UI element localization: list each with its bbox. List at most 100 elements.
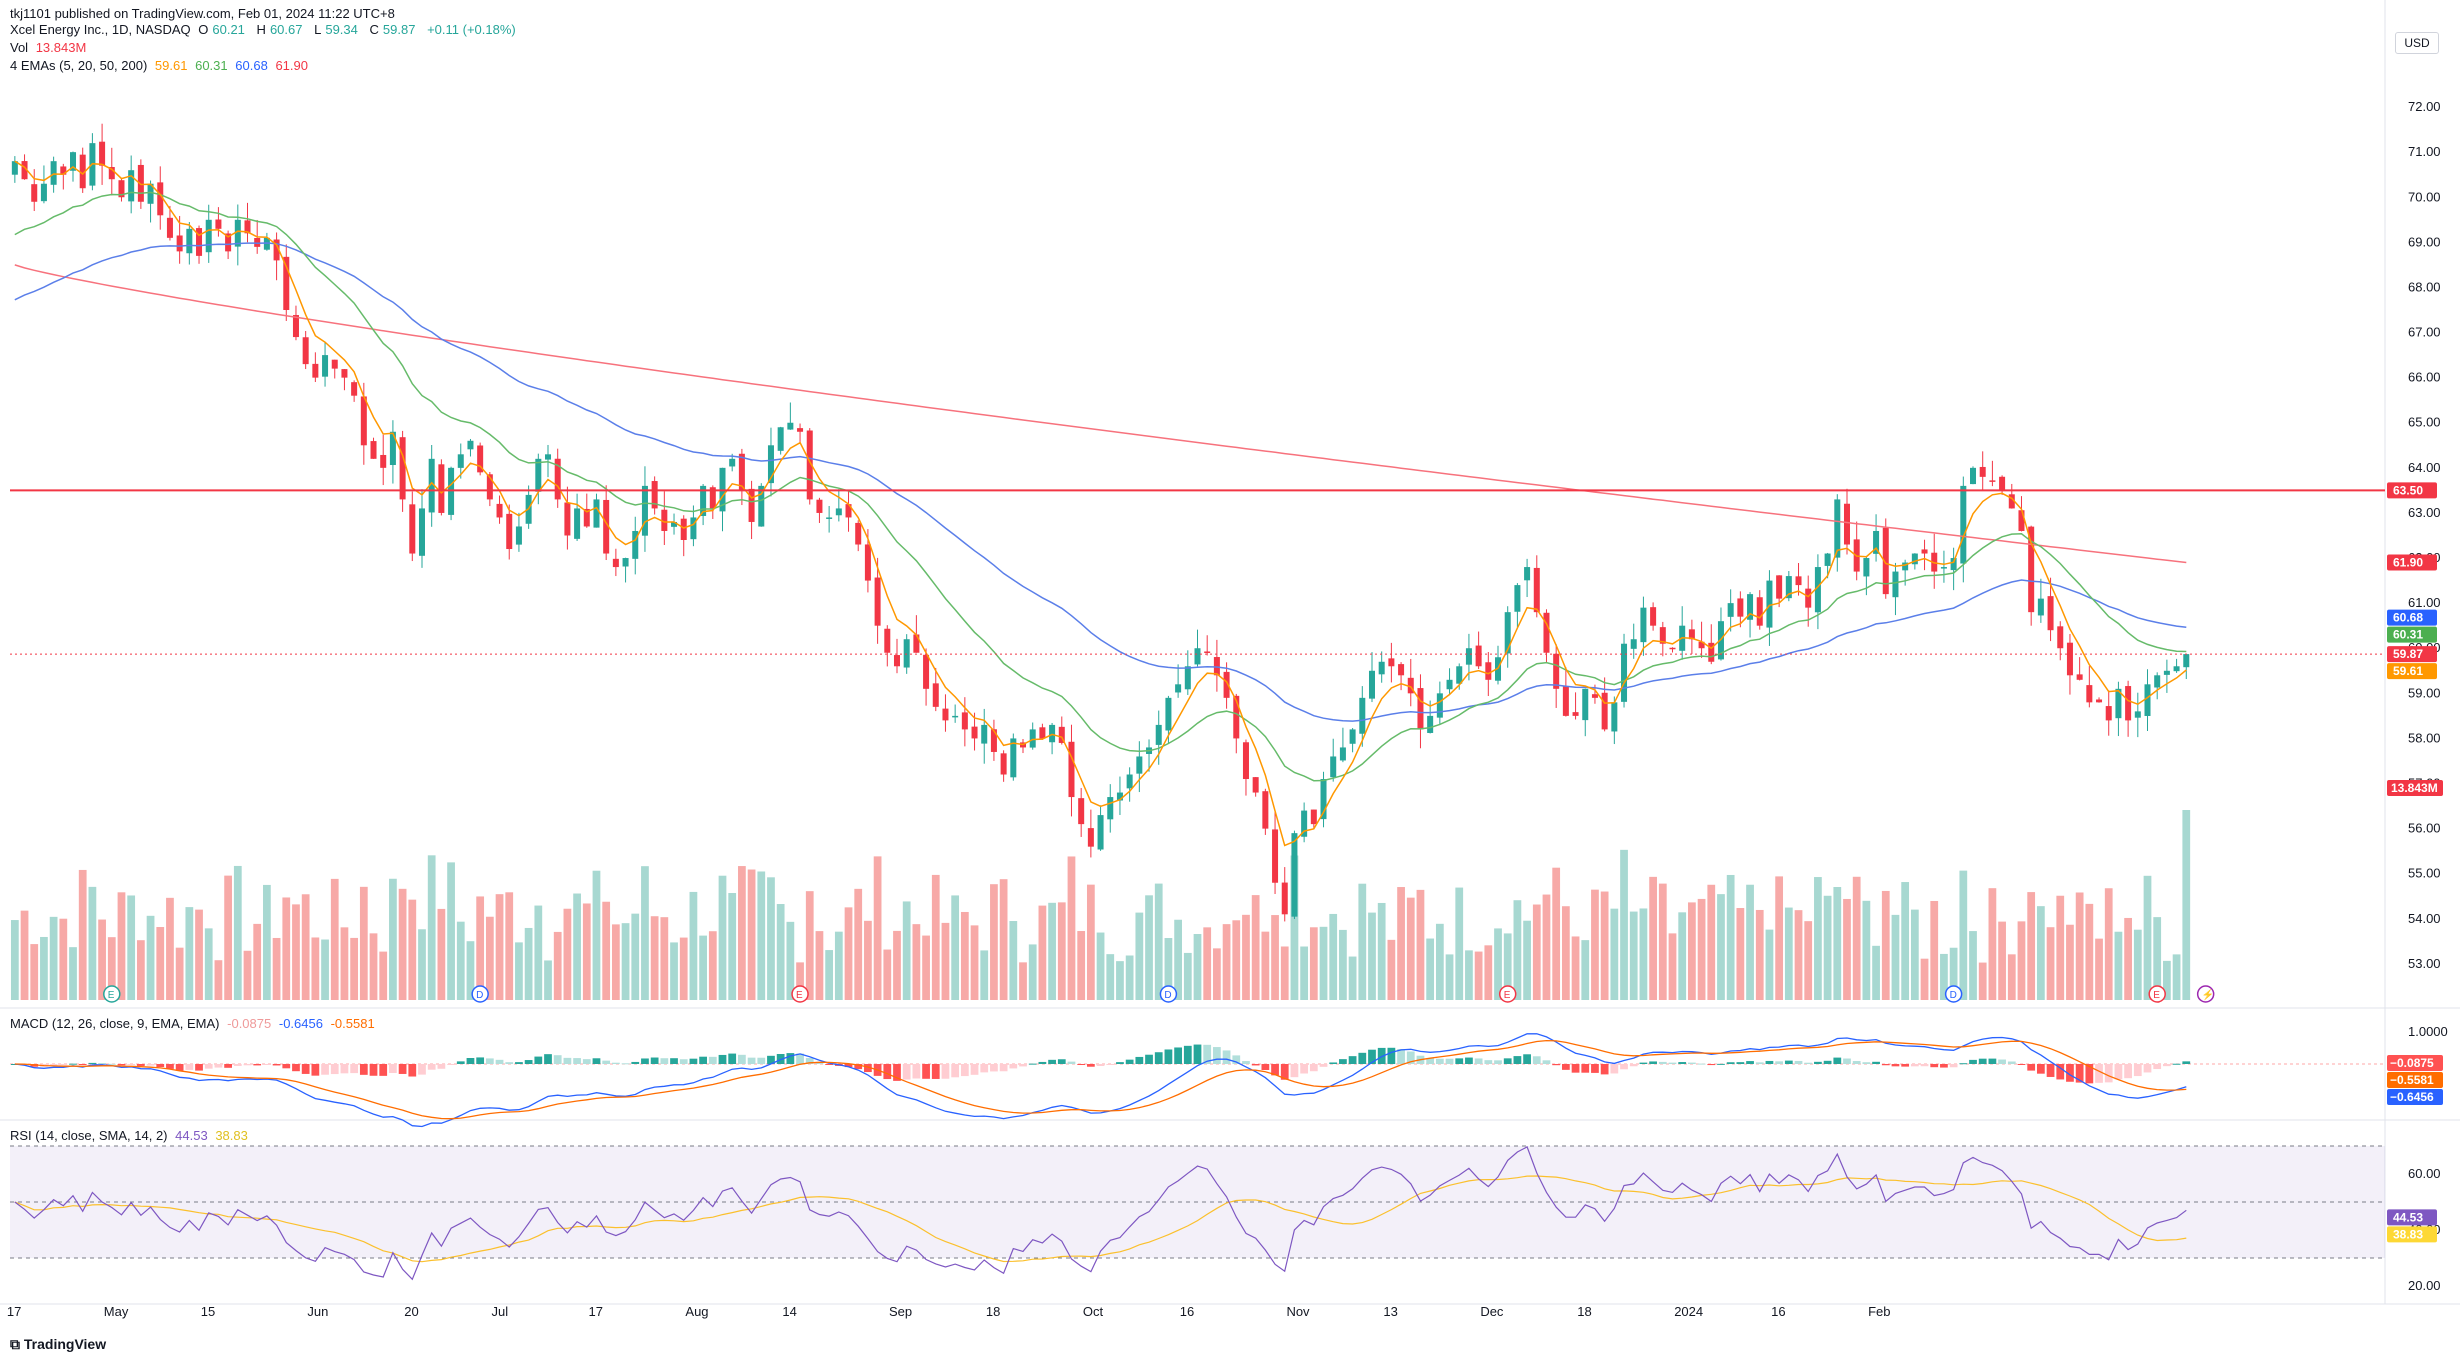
x-tick-label: Sep [889, 1304, 912, 1319]
candle-body [971, 726, 978, 739]
volume-bar [1183, 952, 1192, 1000]
event-marker-icon [1944, 985, 1963, 1003]
macd-legend[interactable]: MACD (12, 26, close, 9, EMA, EMA) -0.087… [10, 1016, 379, 1031]
rsi-label: RSI (14, close, SMA, 14, 2) [10, 1128, 168, 1143]
candle-body [428, 458, 435, 513]
event-marker-label: E [796, 990, 803, 1001]
candle-body [215, 219, 222, 229]
candle-body [1388, 658, 1395, 667]
macd-histogram-bar [437, 1064, 446, 1069]
volume-bar [1445, 954, 1454, 1000]
candle-body [360, 396, 367, 446]
candle-body [545, 454, 552, 460]
symbol-name: Xcel Energy Inc., 1D, NASDAQ [10, 22, 191, 37]
volume-bar [1823, 895, 1832, 1000]
volume-bar [1678, 912, 1687, 1000]
macd-histogram-bar [902, 1064, 911, 1080]
candle-body [554, 458, 561, 500]
volume-bar [156, 927, 165, 1000]
candle-body [1485, 662, 1492, 680]
volume-bar [2056, 895, 2065, 1000]
candle-body [1068, 741, 1075, 798]
candle-body [409, 504, 416, 554]
symbol-legend[interactable]: Xcel Energy Inc., 1D, NASDAQ O 60.21 H 60.… [10, 22, 520, 37]
volume-tag [2387, 780, 2443, 797]
candle-body [2173, 666, 2180, 672]
price-tag-label: 61.90 [2393, 556, 2423, 570]
macd-histogram-bar [282, 1064, 291, 1069]
ohlc-change: +0.11 (+0.18%) [427, 22, 516, 37]
macd-histogram-bar [1300, 1064, 1309, 1074]
macd-histogram-bar [1455, 1058, 1464, 1064]
volume-bar [321, 939, 329, 1000]
macd-histogram-bar [1561, 1064, 1570, 1070]
macd-histogram-bar [621, 1063, 630, 1065]
candle-body [884, 628, 891, 653]
macd-histogram-bar [369, 1064, 378, 1076]
rsi-legend[interactable]: RSI (14, close, SMA, 14, 2) 44.53 38.83 [10, 1128, 252, 1143]
price-tick-label: 64.00 [2408, 460, 2441, 475]
candle-body [864, 544, 871, 581]
macd-histogram-bar [1581, 1064, 1590, 1073]
volume-bar [1949, 947, 1958, 1000]
ema-legend[interactable]: 4 EMAs (5, 20, 50, 200) 59.61 60.31 60.6… [10, 58, 312, 73]
volume-bar [1348, 956, 1357, 1000]
volume-legend[interactable]: Vol 13.843M [10, 40, 90, 55]
x-tick-label: Feb [1868, 1304, 1890, 1319]
candle-body [641, 485, 648, 536]
candle-body [273, 239, 280, 261]
macd-histogram-bar [1077, 1064, 1086, 1065]
candle-body [1049, 724, 1056, 743]
candle-body [1727, 603, 1734, 617]
candle-body [1611, 702, 1618, 732]
macd-histogram-bar [466, 1058, 475, 1064]
price-tick-label: 67.00 [2408, 325, 2441, 340]
volume-bar [1048, 902, 1056, 1000]
candle-body [874, 577, 881, 626]
macd-histogram-bar [1251, 1064, 1260, 1066]
macd-histogram-bar [476, 1057, 485, 1064]
candle-body [787, 422, 794, 430]
candle-body [903, 639, 910, 668]
macd-histogram-bar [1872, 1061, 1880, 1064]
candle-body [225, 233, 232, 252]
volume-bar [1494, 928, 1502, 1000]
candle-body [1650, 607, 1657, 626]
macd-histogram-bar [1523, 1054, 1531, 1064]
candle-body [622, 558, 629, 567]
rsi-tag [2387, 1209, 2437, 1226]
macd-histogram-bar [1019, 1064, 1027, 1067]
volume-bar [1901, 882, 1910, 1000]
x-tick-label: 2024 [1674, 1304, 1703, 1319]
candle-body [244, 220, 251, 234]
candle-body [1204, 651, 1211, 653]
macd-histogram-bar [1668, 1062, 1677, 1064]
volume-bar [1561, 906, 1570, 1000]
macd-histogram-bar [1658, 1061, 1667, 1064]
candle-body [205, 219, 212, 253]
volume-tag-label: 13.843M [2391, 781, 2438, 795]
volume-bar [10, 920, 19, 1000]
volume-bar [1978, 962, 1987, 1000]
candle-body [1175, 684, 1182, 693]
macd-histogram-bar [1794, 1060, 1803, 1064]
candle-body [351, 382, 358, 396]
candle-body [1960, 485, 1967, 564]
macd-histogram-bar [1145, 1054, 1153, 1064]
candle-body [961, 712, 968, 730]
rsi-ma-value: 38.83 [215, 1128, 248, 1143]
macd-histogram-bar [195, 1064, 203, 1071]
volume-bar [1377, 902, 1386, 1000]
published-note: tkj1101 published on TradingView.com, Fe… [10, 6, 395, 21]
volume-bar [2017, 921, 2026, 1000]
candle-body [603, 499, 610, 554]
macd-histogram-bar [805, 1058, 814, 1064]
rsi-tick-label: 60.00 [2408, 1166, 2441, 1181]
volume-bar [815, 931, 824, 1000]
currency-button[interactable]: USD [2395, 32, 2439, 54]
volume-bar [1145, 895, 1153, 1000]
macd-histogram-bar [127, 1064, 136, 1065]
volume-bar [195, 909, 203, 1000]
volume-bar [1465, 950, 1473, 1000]
